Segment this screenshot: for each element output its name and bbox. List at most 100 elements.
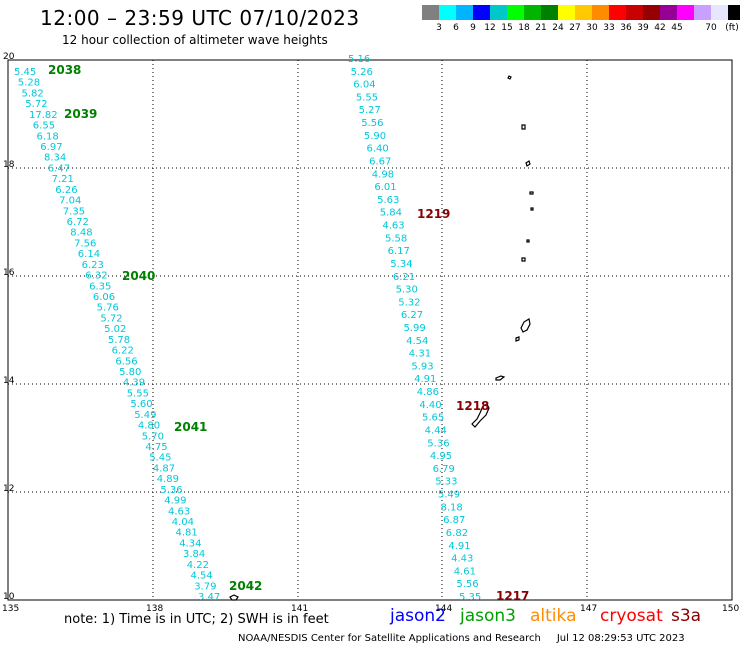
wave-height-label: 5.80 (119, 367, 141, 378)
legend-swatch (711, 5, 728, 20)
legend-swatch (490, 5, 507, 20)
wave-height-label: 3.84 (183, 549, 205, 560)
y-tick-14: 14 (3, 376, 15, 386)
legend-label: 27 (569, 23, 581, 33)
legend-swatch (507, 5, 524, 20)
legend-label: 30 (586, 23, 598, 33)
satellite-cryosat: cryosat (600, 606, 663, 626)
island-pagan (530, 207, 534, 211)
wave-height-label: 5.58 (385, 233, 407, 244)
wave-height-label: 5.99 (404, 323, 426, 334)
island-maug (521, 124, 526, 130)
legend-swatch (660, 5, 677, 20)
wave-height-label: 6.32 (85, 271, 107, 282)
wave-height-label: 5.72 (100, 313, 122, 324)
wave-height-label: 6.40 (367, 144, 389, 155)
legend-swatch (694, 5, 711, 20)
wave-height-label: 5.32 (398, 297, 420, 308)
x-tick-147: 147 (580, 604, 597, 614)
wave-height-label: 4.95 (430, 451, 452, 462)
wave-height-label: 5.36 (427, 438, 449, 449)
wave-height-label: 4.61 (454, 566, 476, 577)
wave-height-label: 5.49 (134, 410, 156, 421)
wave-height-label: 5.76 (97, 303, 119, 314)
wave-height-label: 5.36 (160, 485, 182, 496)
pass-time-label: 2042 (229, 579, 262, 593)
island-tinian (515, 336, 520, 342)
wave-height-label: 6.06 (93, 292, 115, 303)
legend-swatch (456, 5, 473, 20)
wave-height-label: 6.79 (433, 464, 455, 475)
legend-swatch (422, 5, 439, 20)
map-frame (7, 59, 733, 601)
west-track-heights: 5.455.285.825.7217.826.556.186.978.346.4… (14, 67, 220, 603)
wave-height-label: 4.98 (372, 169, 394, 180)
wave-height-label: 8.34 (44, 153, 66, 164)
legend-label: 39 (637, 23, 649, 33)
legend-unit: (ft) (725, 23, 739, 33)
x-tick-144: 144 (435, 604, 452, 614)
wave-height-label: 5.56 (361, 118, 383, 129)
wave-height-label: 5.16 (348, 54, 370, 65)
legend-label: 42 (654, 23, 666, 33)
wave-height-label: 4.04 (172, 517, 194, 528)
wave-height-label: 5.26 (351, 67, 373, 78)
legend-label: 15 (501, 23, 513, 33)
legend-swatch (677, 5, 694, 20)
wave-height-label: 7.04 (59, 196, 81, 207)
east-track-times: 1219 1218 1217 (417, 207, 529, 603)
wave-height-label: 4.39 (123, 378, 145, 389)
wave-height-label: 5.56 (456, 579, 478, 590)
legend-label: 36 (620, 23, 632, 33)
wave-height-label: 5.35 (459, 592, 481, 603)
wave-height-label: 5.30 (396, 285, 418, 296)
y-tick-16: 16 (3, 268, 15, 278)
wave-height-label: 7.21 (52, 174, 74, 185)
legend-label: 9 (470, 23, 476, 33)
satellite-jason3: jason3 (460, 606, 516, 626)
wave-height-label: 5.78 (108, 335, 130, 346)
wave-height-label: 8.48 (70, 228, 92, 239)
wave-height-label: 6.21 (393, 272, 415, 283)
island-guguan (521, 257, 526, 262)
island-agrihan (529, 191, 534, 195)
pass-time-label: 2040 (122, 269, 155, 283)
credits: NOAA/NESDIS Center for Satellite Applica… (238, 633, 685, 644)
legend-swatch (728, 5, 740, 20)
island-guam (471, 403, 490, 428)
wave-height-label: 4.91 (448, 541, 470, 552)
footnote: note: 1) Time is in UTC; 2) SWH is in fe… (64, 612, 329, 627)
wave-height-label: 7.35 (63, 206, 85, 217)
wave-height-label: 5.90 (364, 131, 386, 142)
satellite-jason2: jason2 (390, 606, 446, 626)
wave-height-label: 5.27 (359, 105, 381, 116)
wave-height-label: 5.34 (390, 259, 412, 270)
legend-label: 24 (552, 23, 564, 33)
y-tick-18: 18 (3, 160, 15, 170)
wave-height-label: 5.93 (411, 361, 433, 372)
wave-height-label: 5.63 (377, 195, 399, 206)
timestamp: Jul 12 08:29:53 UTC 2023 (556, 633, 685, 644)
legend-label: 33 (603, 23, 615, 33)
wave-height-label: 6.18 (37, 131, 59, 142)
wave-height-label: 4.87 (153, 463, 175, 474)
wave-height-label: 4.75 (145, 442, 167, 453)
wave-height-label: 4.63 (382, 221, 404, 232)
y-tick-10: 10 (3, 592, 15, 602)
legend-label: 3 (436, 23, 442, 33)
legend-label: 45 (671, 23, 683, 33)
pass-time-label: 1218 (456, 399, 489, 413)
wave-height-label: 4.54 (406, 336, 428, 347)
legend-label: 70 (705, 23, 717, 33)
wave-height-label: 5.45 (149, 453, 171, 464)
wave-height-label: 4.31 (409, 349, 431, 360)
wave-height-label: 4.54 (191, 571, 213, 582)
wave-height-label: 6.01 (374, 182, 396, 193)
wave-height-label: 5.33 (435, 477, 457, 488)
wave-height-label: 6.22 (112, 346, 134, 357)
page-title: 12:00 – 23:59 UTC 07/10/2023 (40, 6, 360, 30)
wave-height-label: 4.22 (187, 560, 209, 571)
legend-label: 18 (518, 23, 530, 33)
wave-height-label: 5.60 (130, 399, 152, 410)
legend-swatch (541, 5, 558, 20)
